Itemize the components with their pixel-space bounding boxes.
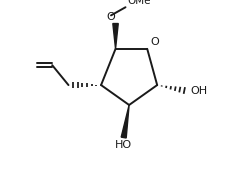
Text: OMe: OMe [127,0,150,6]
Text: O: O [149,37,158,47]
Text: HO: HO [115,140,132,150]
Text: OH: OH [190,86,207,96]
Polygon shape [112,24,118,49]
Polygon shape [121,105,128,138]
Text: O: O [106,12,115,22]
